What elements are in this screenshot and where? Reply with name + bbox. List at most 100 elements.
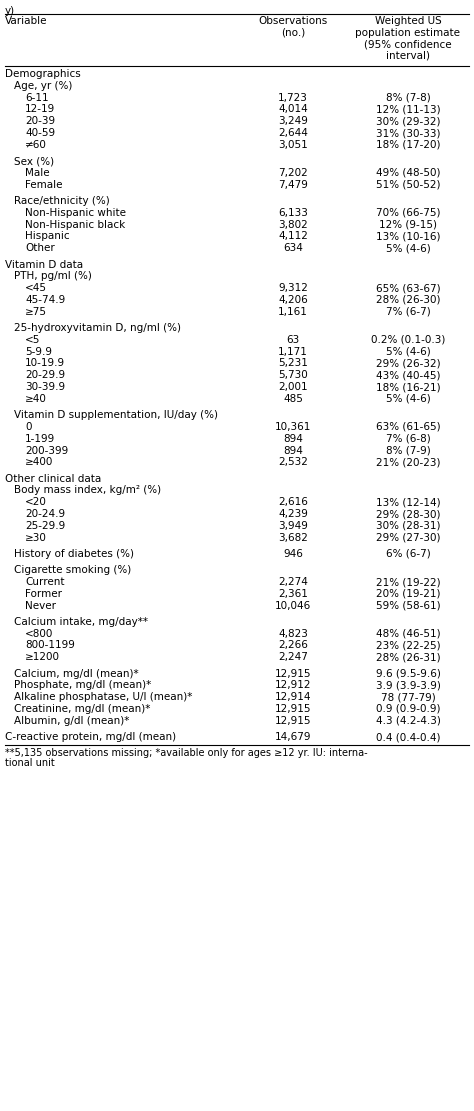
Text: 29% (28-30): 29% (28-30)	[376, 509, 440, 519]
Text: 29% (27-30): 29% (27-30)	[376, 532, 440, 542]
Text: Weighted US
population estimate
(95% confidence
interval): Weighted US population estimate (95% con…	[356, 16, 461, 61]
Text: 14,679: 14,679	[275, 732, 311, 742]
Text: 12-19: 12-19	[25, 104, 55, 114]
Text: 4,014: 4,014	[278, 104, 308, 114]
Text: Cigarette smoking (%): Cigarette smoking (%)	[14, 565, 131, 575]
Text: Age, yr (%): Age, yr (%)	[14, 81, 73, 91]
Text: 800-1199: 800-1199	[25, 641, 75, 651]
Text: Female: Female	[25, 180, 63, 190]
Text: 65% (63-67): 65% (63-67)	[376, 283, 440, 293]
Text: 25-hydroxyvitamin D, ng/ml (%): 25-hydroxyvitamin D, ng/ml (%)	[14, 323, 181, 333]
Text: y): y)	[5, 6, 15, 16]
Text: Former: Former	[25, 589, 62, 599]
Text: ≥1200: ≥1200	[25, 652, 60, 662]
Text: 1-199: 1-199	[25, 433, 55, 443]
Text: 30% (29-32): 30% (29-32)	[376, 117, 440, 127]
Text: 18% (17-20): 18% (17-20)	[376, 140, 440, 150]
Text: 2,247: 2,247	[278, 652, 308, 662]
Text: 2,616: 2,616	[278, 498, 308, 508]
Text: 78 (77-79): 78 (77-79)	[381, 692, 436, 702]
Text: 3,249: 3,249	[278, 117, 308, 127]
Text: 200-399: 200-399	[25, 446, 68, 456]
Text: 4,112: 4,112	[278, 231, 308, 241]
Text: <20: <20	[25, 498, 47, 508]
Text: 29% (26-32): 29% (26-32)	[376, 359, 440, 369]
Text: ≥400: ≥400	[25, 458, 54, 468]
Text: 28% (26-31): 28% (26-31)	[376, 652, 440, 662]
Text: 0.9 (0.9-0.9): 0.9 (0.9-0.9)	[376, 704, 440, 714]
Text: 12,912: 12,912	[275, 680, 311, 690]
Text: 4,823: 4,823	[278, 629, 308, 639]
Text: 3.9 (3.9-3.9): 3.9 (3.9-3.9)	[375, 680, 440, 690]
Text: 63: 63	[286, 334, 300, 344]
Text: 31% (30-33): 31% (30-33)	[376, 128, 440, 138]
Text: ≥30: ≥30	[25, 532, 47, 542]
Text: Phosphate, mg/dl (mean)*: Phosphate, mg/dl (mean)*	[14, 680, 151, 690]
Text: Albumin, g/dl (mean)*: Albumin, g/dl (mean)*	[14, 715, 129, 725]
Text: 1,161: 1,161	[278, 307, 308, 317]
Text: 1,171: 1,171	[278, 347, 308, 357]
Text: 5% (4-6): 5% (4-6)	[386, 243, 430, 253]
Text: 28% (26-30): 28% (26-30)	[376, 294, 440, 304]
Text: 634: 634	[283, 243, 303, 253]
Text: 2,361: 2,361	[278, 589, 308, 599]
Text: 3,949: 3,949	[278, 521, 308, 531]
Text: ≥75: ≥75	[25, 307, 47, 317]
Text: 2,266: 2,266	[278, 641, 308, 651]
Text: Alkaline phosphatase, U/l (mean)*: Alkaline phosphatase, U/l (mean)*	[14, 692, 192, 702]
Text: 6% (6-7): 6% (6-7)	[386, 549, 430, 559]
Text: History of diabetes (%): History of diabetes (%)	[14, 549, 134, 559]
Text: 48% (46-51): 48% (46-51)	[376, 629, 440, 639]
Text: 43% (40-45): 43% (40-45)	[376, 370, 440, 380]
Text: 13% (10-16): 13% (10-16)	[376, 231, 440, 241]
Text: 25-29.9: 25-29.9	[25, 521, 65, 531]
Text: 21% (19-22): 21% (19-22)	[376, 577, 440, 587]
Text: 5,730: 5,730	[278, 370, 308, 380]
Text: 18% (16-21): 18% (16-21)	[376, 382, 440, 392]
Text: 12,915: 12,915	[275, 715, 311, 725]
Text: 2,274: 2,274	[278, 577, 308, 587]
Text: 946: 946	[283, 549, 303, 559]
Text: 45-74.9: 45-74.9	[25, 294, 65, 304]
Text: 12,914: 12,914	[275, 692, 311, 702]
Text: Body mass index, kg/m² (%): Body mass index, kg/m² (%)	[14, 486, 161, 496]
Text: 12% (11-13): 12% (11-13)	[376, 104, 440, 114]
Text: 3,051: 3,051	[278, 140, 308, 150]
Text: tional unit: tional unit	[5, 758, 55, 768]
Text: 20-24.9: 20-24.9	[25, 509, 65, 519]
Text: Sex (%): Sex (%)	[14, 157, 54, 167]
Text: 485: 485	[283, 393, 303, 403]
Text: <5: <5	[25, 334, 40, 344]
Text: 5,231: 5,231	[278, 359, 308, 369]
Text: 7,202: 7,202	[278, 168, 308, 178]
Text: 70% (66-75): 70% (66-75)	[376, 208, 440, 218]
Text: 5% (4-6): 5% (4-6)	[386, 347, 430, 357]
Text: 12,915: 12,915	[275, 704, 311, 714]
Text: Other clinical data: Other clinical data	[5, 473, 101, 483]
Text: Race/ethnicity (%): Race/ethnicity (%)	[14, 196, 110, 206]
Text: Vitamin D supplementation, IU/day (%): Vitamin D supplementation, IU/day (%)	[14, 410, 218, 420]
Text: 894: 894	[283, 446, 303, 456]
Text: 0.4 (0.4-0.4): 0.4 (0.4-0.4)	[376, 732, 440, 742]
Text: 3,802: 3,802	[278, 220, 308, 230]
Text: 30% (28-31): 30% (28-31)	[376, 521, 440, 531]
Text: 4,206: 4,206	[278, 294, 308, 304]
Text: 6-11: 6-11	[25, 92, 49, 102]
Text: 1,723: 1,723	[278, 92, 308, 102]
Text: 7% (6-7): 7% (6-7)	[386, 307, 430, 317]
Text: Demographics: Demographics	[5, 69, 81, 79]
Text: 2,001: 2,001	[278, 382, 308, 392]
Text: Creatinine, mg/dl (mean)*: Creatinine, mg/dl (mean)*	[14, 704, 150, 714]
Text: PTH, pg/ml (%): PTH, pg/ml (%)	[14, 271, 92, 281]
Text: 7,479: 7,479	[278, 180, 308, 190]
Text: Variable: Variable	[5, 16, 47, 26]
Text: 49% (48-50): 49% (48-50)	[376, 168, 440, 178]
Text: 12,915: 12,915	[275, 669, 311, 679]
Text: 30-39.9: 30-39.9	[25, 382, 65, 392]
Text: Calcium intake, mg/day**: Calcium intake, mg/day**	[14, 617, 148, 627]
Text: 40-59: 40-59	[25, 128, 55, 138]
Text: 10,046: 10,046	[275, 601, 311, 611]
Text: 10-19.9: 10-19.9	[25, 359, 65, 369]
Text: 20-39: 20-39	[25, 117, 55, 127]
Text: 20% (19-21): 20% (19-21)	[376, 589, 440, 599]
